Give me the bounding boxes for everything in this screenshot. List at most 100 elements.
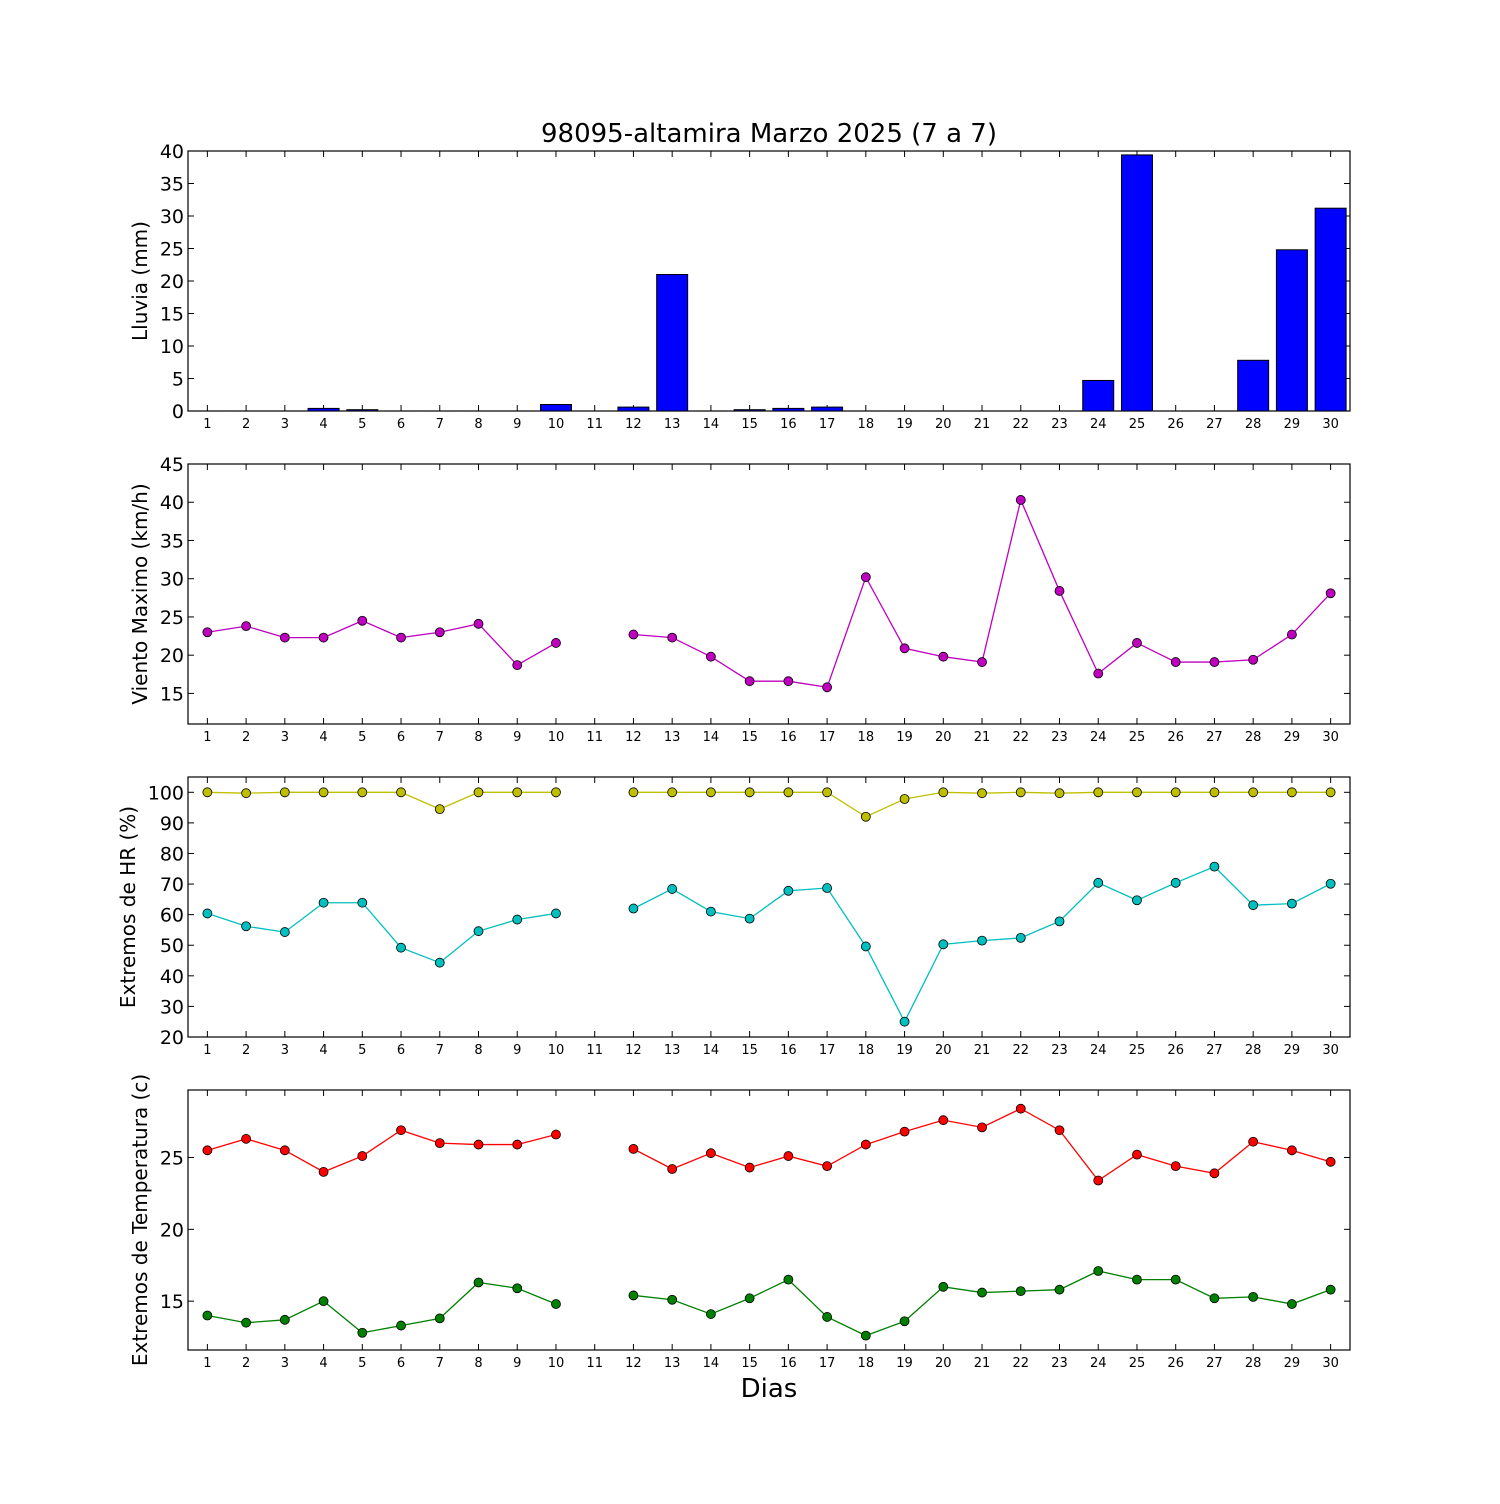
x-tick-label: 10 (548, 1356, 565, 1371)
y-tick-label: 10 (160, 336, 184, 358)
x-tick-label: 8 (474, 1043, 482, 1058)
x-tick-label: 4 (319, 1043, 327, 1058)
x-tick-label: 29 (1284, 417, 1301, 432)
x-tick-label: 25 (1129, 730, 1146, 745)
x-tick-label: 23 (1051, 1356, 1068, 1371)
x-tick-label: 3 (281, 1043, 289, 1058)
x-tick-label: 9 (513, 417, 521, 432)
x-tick-label: 30 (1322, 1043, 1339, 1058)
x-tick-label: 26 (1167, 417, 1184, 432)
data-point (513, 1284, 522, 1293)
data-point (1287, 899, 1296, 908)
data-point (1055, 1285, 1064, 1294)
x-tick-label: 9 (513, 1043, 521, 1058)
x-tick-label: 18 (858, 730, 875, 745)
data-point (706, 1310, 715, 1319)
x-tick-label: 24 (1090, 1356, 1107, 1371)
x-tick-label: 8 (474, 730, 482, 745)
rain-bar (734, 410, 765, 411)
data-point (1016, 495, 1025, 504)
data-point (1132, 638, 1141, 647)
y-tick-label: 30 (160, 206, 184, 228)
x-tick-label: 4 (319, 417, 327, 432)
data-point (745, 1163, 754, 1172)
y-tick-label: 45 (160, 454, 184, 476)
x-tick-label: 14 (703, 730, 720, 745)
y-tick-label: 70 (160, 874, 184, 896)
y-axis-label: Extremos de HR (%) (116, 806, 140, 1008)
data-point (397, 1126, 406, 1135)
data-point (629, 1291, 638, 1300)
x-tick-label: 17 (819, 1356, 836, 1371)
x-tick-label: 17 (819, 730, 836, 745)
data-point (513, 661, 522, 670)
x-tick-label: 26 (1167, 1356, 1184, 1371)
x-tick-label: 18 (858, 417, 875, 432)
x-tick-label: 19 (896, 1356, 913, 1371)
data-point (629, 630, 638, 639)
x-tick-label: 9 (513, 1356, 521, 1371)
x-tick-label: 8 (474, 1356, 482, 1371)
y-tick-label: 20 (160, 1027, 184, 1049)
x-tick-label: 27 (1206, 730, 1223, 745)
chart-title: 98095-altamira Marzo 2025 (7 a 7) (541, 119, 997, 149)
x-tick-label: 28 (1245, 1356, 1262, 1371)
y-tick-label: 100 (148, 782, 184, 804)
x-tick-label: 13 (664, 1043, 681, 1058)
x-tick-label: 2 (242, 1043, 250, 1058)
data-point (1055, 586, 1064, 595)
data-point (242, 1134, 251, 1143)
x-tick-label: 23 (1051, 417, 1068, 432)
x-tick-label: 7 (436, 1043, 444, 1058)
data-point (939, 1282, 948, 1291)
data-point (823, 1312, 832, 1321)
x-tick-label: 11 (586, 1043, 603, 1058)
rain-bar (1315, 208, 1346, 411)
x-tick-label: 15 (741, 1043, 758, 1058)
data-point (1326, 1285, 1335, 1294)
y-tick-label: 5 (172, 369, 184, 391)
data-point (1326, 589, 1335, 598)
data-point (513, 788, 522, 797)
data-point (513, 915, 522, 924)
data-point (861, 573, 870, 582)
data-point (242, 1318, 251, 1327)
data-point (668, 1165, 677, 1174)
x-tick-label: 25 (1129, 1043, 1146, 1058)
x-tick-label: 28 (1245, 417, 1262, 432)
x-tick-label: 17 (819, 417, 836, 432)
x-tick-label: 7 (436, 1356, 444, 1371)
x-tick-label: 2 (242, 1356, 250, 1371)
data-point (435, 1314, 444, 1323)
x-tick-label: 6 (397, 730, 405, 745)
x-tick-label: 14 (703, 1356, 720, 1371)
data-point (784, 1275, 793, 1284)
x-tick-label: 19 (896, 417, 913, 432)
data-point (474, 788, 483, 797)
y-tick-label: 90 (160, 813, 184, 835)
data-point (668, 788, 677, 797)
data-point (1171, 878, 1180, 887)
x-tick-label: 26 (1167, 1043, 1184, 1058)
data-point (474, 619, 483, 628)
data-point (1094, 788, 1103, 797)
x-tick-label: 25 (1129, 1356, 1146, 1371)
data-point (978, 936, 987, 945)
data-point (1132, 1150, 1141, 1159)
data-point (1055, 789, 1064, 798)
x-tick-label: 24 (1090, 417, 1107, 432)
x-tick-label: 5 (358, 730, 366, 745)
data-point (203, 1311, 212, 1320)
x-tick-label: 16 (780, 1043, 797, 1058)
data-point (745, 677, 754, 686)
y-tick-label: 80 (160, 843, 184, 865)
y-tick-label: 0 (172, 401, 184, 423)
data-point (1249, 1292, 1258, 1301)
data-point (551, 788, 560, 797)
data-point (1287, 788, 1296, 797)
data-point (1171, 1162, 1180, 1171)
x-tick-label: 15 (741, 1356, 758, 1371)
x-tick-label: 12 (625, 1043, 642, 1058)
rain-bar (618, 407, 649, 411)
